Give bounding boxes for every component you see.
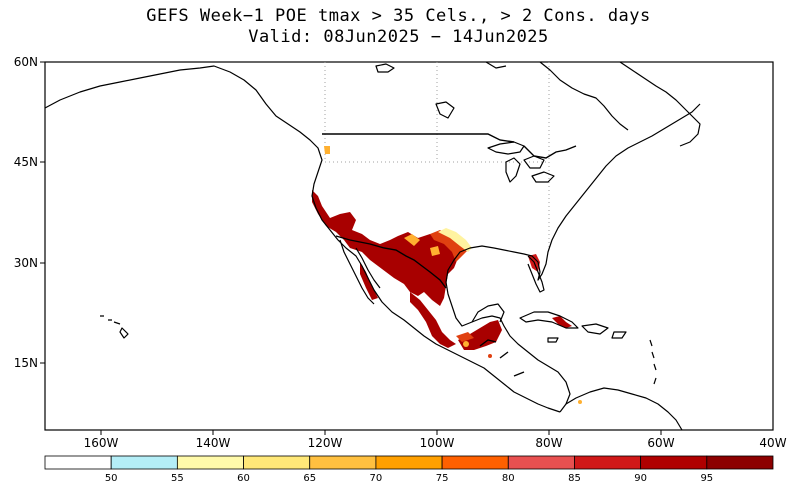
lon-label-100w: 100W bbox=[420, 436, 455, 450]
graticule bbox=[324, 62, 550, 250]
lon-ticks bbox=[100, 430, 662, 435]
lon-label-80w: 80W bbox=[535, 436, 562, 450]
heat-region-yucatan bbox=[458, 320, 502, 350]
colorbar-label: 75 bbox=[436, 473, 449, 484]
colorbar-label: 85 bbox=[568, 473, 581, 484]
colorbar-swatch bbox=[309, 455, 377, 470]
lon-label-40w: 40W bbox=[759, 436, 786, 450]
lat-ticks bbox=[40, 61, 45, 364]
heat-region-yucatan-edge bbox=[456, 332, 474, 342]
colorbar-swatch bbox=[574, 455, 642, 470]
map-title-line-1: GEFS Week−1 POE tmax > 35 Cels., > 2 Con… bbox=[146, 6, 651, 26]
heat-region-orange-spots bbox=[404, 234, 440, 256]
map-title-line-2: Valid: 08Jun2025 − 14Jun2025 bbox=[248, 27, 549, 47]
colorbar-label: 65 bbox=[303, 473, 316, 484]
colorbar-label: 55 bbox=[171, 473, 184, 484]
colorbar-swatch bbox=[375, 455, 443, 470]
colorbar-label: 70 bbox=[370, 473, 383, 484]
colorbar-label: 60 bbox=[237, 473, 250, 484]
colorbar-swatch bbox=[441, 455, 509, 470]
lat-label-60n: 60N bbox=[14, 55, 38, 69]
heat-region-mexico bbox=[410, 292, 456, 348]
lon-label-120w: 120W bbox=[308, 436, 343, 450]
colorbar-swatch bbox=[110, 455, 178, 470]
colorbar-swatch bbox=[44, 455, 112, 470]
heat-region-cuba bbox=[552, 316, 572, 328]
colorbar: 50 55 60 65 70 75 80 85 90 95 bbox=[44, 455, 774, 484]
heat-region-fringe bbox=[438, 228, 472, 252]
colorbar-swatch bbox=[640, 455, 708, 470]
lat-label-15n: 15N bbox=[14, 356, 38, 370]
lon-label-140w: 140W bbox=[196, 436, 231, 450]
longitude-labels: 160W 140W 120W 100W 80W 60W 40W bbox=[84, 436, 787, 450]
colorbar-label: 95 bbox=[700, 473, 713, 484]
lat-label-45n: 45N bbox=[14, 155, 38, 169]
colorbar-label: 50 bbox=[105, 473, 118, 484]
colorbar-swatch bbox=[706, 455, 774, 470]
lat-label-30n: 30N bbox=[14, 256, 38, 270]
lon-label-60w: 60W bbox=[647, 436, 674, 450]
colorbar-swatch bbox=[507, 455, 575, 470]
coastlines bbox=[44, 61, 701, 431]
colorbar-swatch bbox=[243, 455, 311, 470]
colorbar-label: 90 bbox=[634, 473, 647, 484]
latitude-labels: 60N 45N 30N 15N bbox=[14, 55, 38, 370]
political-borders bbox=[322, 133, 577, 377]
lon-label-160w: 160W bbox=[84, 436, 119, 450]
colorbar-swatch bbox=[176, 455, 244, 470]
colorbar-label: 80 bbox=[502, 473, 515, 484]
heat-region-northwest bbox=[324, 146, 330, 154]
